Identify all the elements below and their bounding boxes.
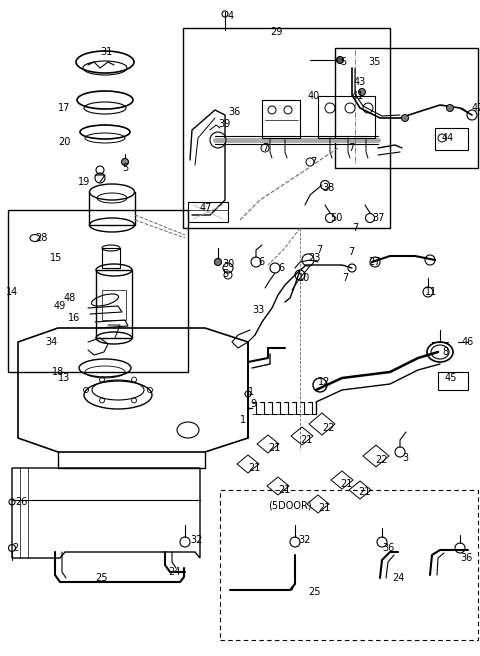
- Text: 6: 6: [258, 257, 264, 267]
- Text: 1: 1: [240, 415, 246, 425]
- Text: 11: 11: [425, 287, 437, 297]
- Text: 21: 21: [318, 503, 330, 513]
- Text: 7: 7: [262, 143, 268, 153]
- Text: 43: 43: [354, 77, 366, 87]
- Bar: [8, 210, 188, 372]
- Text: 7: 7: [316, 245, 322, 255]
- Text: 40: 40: [308, 91, 320, 101]
- Text: 48: 48: [64, 293, 76, 303]
- Text: 32: 32: [190, 535, 203, 545]
- Text: 30: 30: [222, 259, 234, 269]
- Text: 13: 13: [58, 373, 70, 383]
- Bar: [220, 490, 478, 640]
- Text: 7: 7: [342, 273, 348, 283]
- Text: 5: 5: [222, 269, 228, 279]
- Text: 32: 32: [298, 535, 311, 545]
- Text: 35: 35: [368, 57, 380, 67]
- Text: 24: 24: [168, 567, 180, 577]
- Text: 24: 24: [392, 573, 404, 583]
- Circle shape: [446, 104, 454, 112]
- Text: 50: 50: [330, 213, 342, 223]
- Text: 22: 22: [375, 455, 387, 465]
- Bar: [438, 372, 468, 390]
- Text: 34: 34: [45, 337, 57, 347]
- Text: 36: 36: [228, 107, 240, 117]
- Text: 22: 22: [322, 423, 335, 433]
- Text: 14: 14: [6, 287, 18, 297]
- Text: 21: 21: [268, 443, 280, 453]
- Bar: [318, 96, 375, 138]
- Text: 21: 21: [300, 435, 312, 445]
- Text: 7: 7: [352, 223, 358, 233]
- Text: 21: 21: [248, 463, 260, 473]
- Text: 49: 49: [54, 301, 66, 311]
- Text: 41: 41: [352, 91, 364, 101]
- Text: 39: 39: [218, 119, 230, 129]
- Bar: [262, 100, 300, 138]
- Text: 7: 7: [348, 247, 354, 257]
- Text: 7: 7: [310, 157, 316, 167]
- Text: 4: 4: [228, 11, 234, 21]
- Text: 2: 2: [12, 543, 18, 553]
- Text: 8: 8: [442, 347, 448, 357]
- Text: 25: 25: [308, 587, 321, 597]
- Text: 47: 47: [200, 203, 212, 213]
- Text: 46: 46: [462, 337, 474, 347]
- Circle shape: [215, 258, 221, 266]
- Text: 10: 10: [298, 273, 310, 283]
- Text: 3: 3: [402, 453, 408, 463]
- Text: 20: 20: [58, 137, 71, 147]
- Text: 33: 33: [252, 305, 264, 315]
- Text: 36: 36: [460, 553, 472, 563]
- Text: 16: 16: [68, 313, 80, 323]
- Text: 42: 42: [472, 103, 480, 113]
- Text: 44: 44: [442, 133, 454, 143]
- Bar: [96, 270, 132, 338]
- Text: 29: 29: [270, 27, 282, 37]
- Bar: [335, 48, 478, 168]
- Text: 25: 25: [95, 573, 108, 583]
- Text: (5DOOR): (5DOOR): [268, 501, 312, 511]
- Text: 27: 27: [368, 257, 381, 267]
- Text: 21: 21: [340, 479, 352, 489]
- Text: 17: 17: [58, 103, 71, 113]
- Text: 23: 23: [308, 253, 320, 263]
- Bar: [435, 128, 468, 150]
- Text: 18: 18: [52, 367, 64, 377]
- Bar: [188, 202, 228, 222]
- Text: 21: 21: [278, 485, 290, 495]
- Text: 28: 28: [35, 233, 48, 243]
- Text: 45: 45: [445, 373, 457, 383]
- Text: 7: 7: [348, 143, 354, 153]
- Text: 1: 1: [248, 387, 254, 397]
- Bar: [183, 28, 390, 228]
- Text: 37: 37: [372, 213, 384, 223]
- Circle shape: [359, 89, 365, 96]
- Circle shape: [121, 159, 129, 165]
- Bar: [102, 248, 120, 268]
- Circle shape: [336, 56, 344, 64]
- Text: 19: 19: [78, 177, 90, 187]
- Text: 6: 6: [278, 263, 284, 273]
- Text: 5: 5: [122, 163, 128, 173]
- Bar: [102, 290, 126, 320]
- Text: 9: 9: [250, 399, 256, 409]
- Text: 36: 36: [382, 543, 394, 553]
- Text: 31: 31: [100, 47, 112, 57]
- Text: 26: 26: [15, 497, 27, 507]
- Circle shape: [401, 115, 408, 121]
- Text: 5: 5: [340, 57, 346, 67]
- Text: 15: 15: [50, 253, 62, 263]
- Text: 12: 12: [318, 377, 330, 387]
- Text: 38: 38: [322, 183, 334, 193]
- Text: 21: 21: [358, 487, 371, 497]
